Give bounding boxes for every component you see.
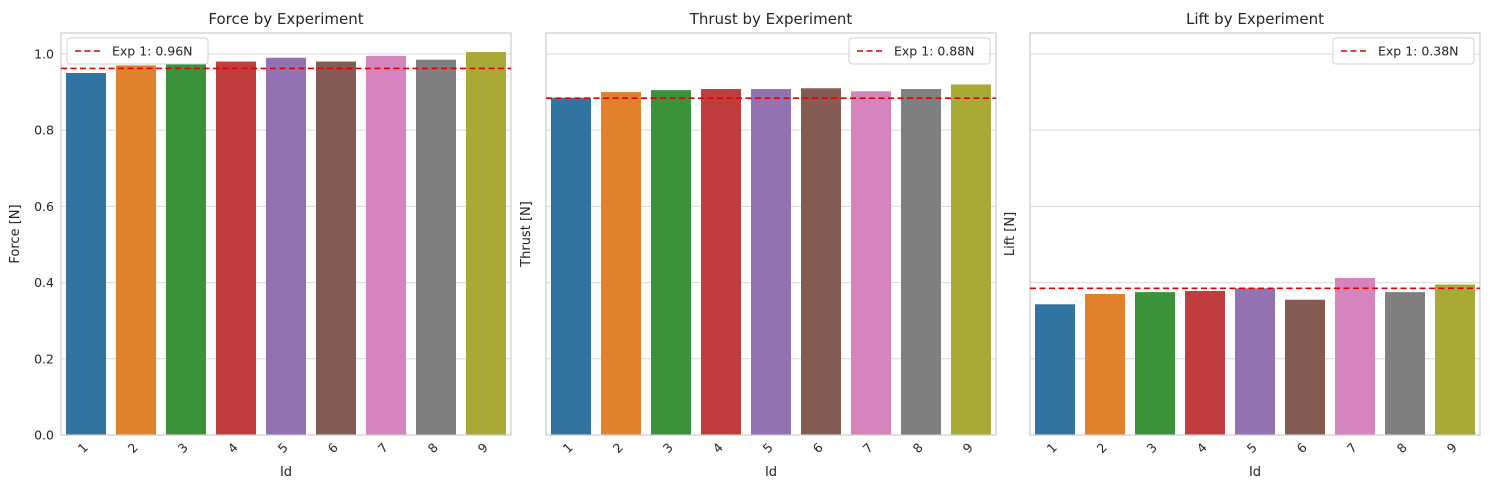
x-tick-label: 8 [425, 440, 441, 456]
legend-box [1332, 37, 1475, 65]
bar-2 [601, 92, 641, 435]
x-tick-label: 2 [1094, 440, 1110, 456]
bar-3 [166, 63, 206, 436]
chart-title: Thrust by Experiment [689, 10, 853, 28]
chart-panel-2: 1 2 3 4 5 6 7 8 9 Exp 1: 0.88N Thrust by Experimen… [519, 10, 997, 480]
x-tick-label: 8 [910, 440, 926, 456]
y-axis-label: Thrust [N] [519, 201, 534, 268]
y-tick-label: 0.2 [34, 351, 54, 366]
x-tick-label: 2 [610, 440, 626, 456]
x-tick-label: 5 [275, 440, 291, 456]
x-tick-label: 7 [860, 440, 876, 456]
x-tick-label: 4 [225, 440, 241, 456]
x-tick-label: 7 [1344, 440, 1360, 456]
plot-frame [545, 32, 997, 436]
x-tick-label: 1 [75, 440, 91, 456]
bar-9 [951, 84, 991, 435]
bar-6 [801, 88, 841, 435]
legend-box [848, 37, 991, 65]
bar-7 [366, 55, 406, 436]
legend: Exp 1: 0.88N [848, 37, 991, 65]
y-tick-label: 0.8 [34, 123, 54, 138]
bar-8 [901, 89, 941, 435]
bar-1 [1035, 304, 1075, 435]
x-tick-label: 6 [1294, 440, 1310, 456]
x-tick-label: 1 [1044, 440, 1060, 456]
bar-8 [416, 59, 456, 436]
x-tick-label: 6 [325, 440, 341, 456]
x-tick-label: 5 [1244, 440, 1260, 456]
bar-7 [851, 91, 891, 435]
x-tick-label: 6 [810, 440, 826, 456]
x-tick-label: 5 [760, 440, 776, 456]
x-tick-label: 9 [1444, 440, 1460, 456]
bar-4 [216, 61, 256, 436]
x-tick-label: 7 [375, 440, 391, 456]
chart-panel-1: 0.0 0.2 0.4 0.6 0.8 1.0 1 2 3 4 5 6 7 8 9 Exp 1: 0.96N F… [8, 10, 512, 480]
bar-4 [1185, 290, 1225, 435]
legend-label: Exp 1: 0.96N [112, 44, 193, 59]
x-tick-label: 2 [125, 440, 141, 456]
bar-4 [701, 89, 741, 435]
legend: Exp 1: 0.38N [1332, 37, 1475, 65]
chart-title: Lift by Experiment [1186, 10, 1324, 28]
chart-title: Force by Experiment [208, 10, 363, 28]
bar-1 [551, 97, 591, 435]
x-tick-label: 9 [960, 440, 976, 456]
bar-3 [651, 90, 691, 435]
y-tick-label: 1.0 [34, 46, 54, 61]
x-tick-label: 1 [560, 440, 576, 456]
plot-frame [1029, 32, 1481, 436]
bar-3 [1135, 292, 1175, 435]
legend: Exp 1: 0.96N [66, 37, 209, 65]
x-tick-label: 8 [1394, 440, 1410, 456]
y-axis-label: Lift [N] [1003, 212, 1018, 256]
plot-frame [60, 32, 512, 436]
chart-panel-3: 1 2 3 4 5 6 7 8 9 Exp 1: 0.38N Lift by Experiment I… [1003, 10, 1481, 480]
bar-8 [1385, 292, 1425, 435]
y-tick-label: 0.0 [34, 428, 54, 443]
legend-box [66, 37, 209, 65]
bar-6 [316, 61, 356, 436]
legend-label: Exp 1: 0.38N [1378, 44, 1459, 59]
bar-9 [466, 52, 506, 436]
bar-5 [751, 89, 791, 435]
bar-6 [1285, 299, 1325, 435]
bar-5 [266, 57, 306, 436]
x-axis-label: Id [1249, 465, 1261, 480]
bar-5 [1235, 288, 1275, 435]
x-tick-label: 3 [660, 440, 676, 456]
x-tick-label: 4 [710, 440, 726, 456]
bar-1 [66, 73, 106, 436]
y-tick-label: 0.6 [34, 199, 54, 214]
x-tick-label: 9 [475, 440, 491, 456]
bar-7 [1335, 278, 1375, 435]
y-axis-label: Force [N] [8, 204, 23, 263]
x-tick-label: 4 [1194, 440, 1210, 456]
bar-9 [1435, 284, 1475, 435]
x-axis-label: Id [280, 465, 292, 480]
bar-2 [116, 65, 156, 436]
y-tick-label: 0.4 [34, 275, 54, 290]
legend-label: Exp 1: 0.88N [894, 44, 975, 59]
x-axis-label: Id [765, 465, 777, 480]
x-tick-label: 3 [175, 440, 191, 456]
bar-2 [1085, 294, 1125, 435]
x-tick-label: 3 [1144, 440, 1160, 456]
